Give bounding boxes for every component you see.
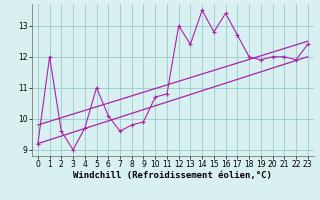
X-axis label: Windchill (Refroidissement éolien,°C): Windchill (Refroidissement éolien,°C) <box>73 171 272 180</box>
